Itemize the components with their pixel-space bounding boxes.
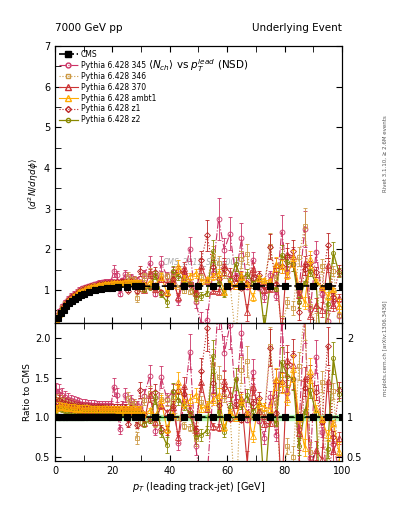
Y-axis label: Ratio to CMS: Ratio to CMS — [23, 362, 32, 421]
Text: 7000 GeV pp: 7000 GeV pp — [55, 23, 123, 33]
Legend: CMS, Pythia 6.428 345, Pythia 6.428 346, Pythia 6.428 370, Pythia 6.428 ambt1, P: CMS, Pythia 6.428 345, Pythia 6.428 346,… — [57, 48, 158, 126]
Text: Rivet 3.1.10, ≥ 2.6M events: Rivet 3.1.10, ≥ 2.6M events — [383, 115, 387, 192]
Text: CMS_2011_S9120041: CMS_2011_S9120041 — [163, 257, 246, 266]
Text: mcplots.cern.ch [arXiv:1306.3436]: mcplots.cern.ch [arXiv:1306.3436] — [383, 301, 387, 396]
Y-axis label: $\langle d^2 N/d\eta d\phi\rangle$: $\langle d^2 N/d\eta d\phi\rangle$ — [27, 159, 41, 210]
Text: $\langle N_{ch}\rangle$ vs $p_T^{lead}$ (NSD): $\langle N_{ch}\rangle$ vs $p_T^{lead}$ … — [148, 57, 249, 74]
Bar — [55, 415, 342, 420]
X-axis label: $p_{T}$ (leading track-jet) [GeV]: $p_{T}$ (leading track-jet) [GeV] — [132, 480, 265, 494]
Text: Underlying Event: Underlying Event — [252, 23, 342, 33]
